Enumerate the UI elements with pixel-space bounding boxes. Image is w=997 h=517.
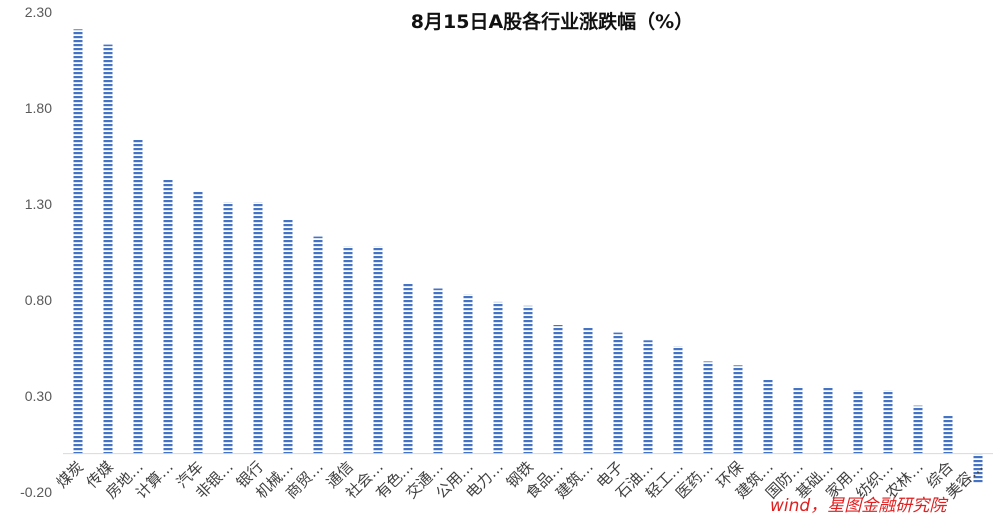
bar — [493, 301, 503, 454]
bar — [433, 288, 443, 454]
bar — [373, 246, 383, 454]
y-tick-label: 1.80 — [25, 100, 52, 116]
bar — [283, 219, 293, 454]
bar — [193, 190, 203, 454]
bar — [703, 361, 713, 454]
bar — [583, 326, 593, 454]
chart-title: 8月15日A股各行业涨跌幅（%） — [411, 10, 693, 33]
bar — [403, 282, 413, 454]
y-tick-label: 0.30 — [25, 388, 52, 404]
bar — [223, 202, 233, 454]
bar — [553, 325, 563, 454]
bar-series — [73, 29, 983, 483]
bar — [883, 390, 893, 454]
bar — [943, 415, 953, 454]
bar — [973, 453, 983, 483]
bar — [253, 202, 263, 454]
bar — [643, 340, 653, 454]
bar — [313, 236, 323, 454]
bar — [133, 138, 143, 454]
bar — [613, 332, 623, 454]
source-watermark: wind，星图金融研究院 — [770, 496, 949, 516]
x-tick-label: 煤炭 — [53, 458, 87, 492]
bar — [103, 44, 113, 454]
bar — [673, 346, 683, 454]
bar — [163, 179, 173, 454]
y-tick-label: 0.80 — [25, 292, 52, 308]
bar — [463, 294, 473, 454]
bar — [913, 405, 923, 454]
bar — [73, 29, 83, 454]
bar — [793, 386, 803, 454]
bar — [853, 390, 863, 454]
bar — [343, 246, 353, 454]
bar — [523, 305, 533, 454]
y-axis: 2.30 1.80 1.30 0.80 0.30 -0.20 — [20, 4, 52, 500]
y-tick-label: 1.30 — [25, 196, 52, 212]
y-tick-label: -0.20 — [20, 484, 52, 500]
bar — [823, 386, 833, 454]
bar — [733, 365, 743, 454]
y-tick-label: 2.30 — [25, 4, 52, 20]
bar — [763, 378, 773, 454]
